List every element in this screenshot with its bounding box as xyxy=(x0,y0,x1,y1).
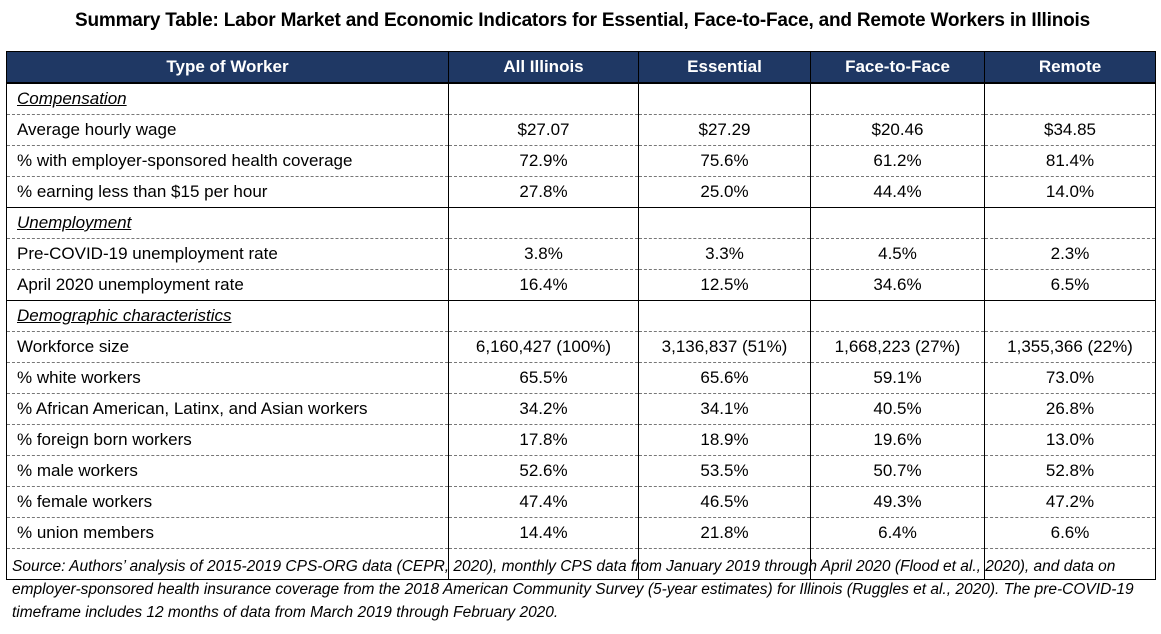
header-essential: Essential xyxy=(638,51,811,84)
table-row: % earning less than $15 per hour 27.8% 2… xyxy=(6,176,1156,208)
cell-remote: 6.5% xyxy=(984,269,1156,301)
header-row: Type of Worker All Illinois Essential Fa… xyxy=(6,51,1156,84)
cell-essential: 3,136,837 (51%) xyxy=(638,331,811,363)
cell-essential: 53.5% xyxy=(638,455,811,487)
cell-remote: 52.8% xyxy=(984,455,1156,487)
cell-face-to-face: $20.46 xyxy=(810,114,985,146)
cell-essential: 12.5% xyxy=(638,269,811,301)
section-label: Demographic characteristics xyxy=(6,300,449,332)
summary-table: Type of Worker All Illinois Essential Fa… xyxy=(6,51,1156,580)
cell-essential: 65.6% xyxy=(638,362,811,394)
table-row: % African American, Latinx, and Asian wo… xyxy=(6,393,1156,425)
cell-remote: 14.0% xyxy=(984,176,1156,208)
cell-remote: 2.3% xyxy=(984,238,1156,270)
cell-all-illinois: 52.6% xyxy=(448,455,639,487)
table-row: % female workers 47.4% 46.5% 49.3% 47.2% xyxy=(6,486,1156,518)
cell-essential: 21.8% xyxy=(638,517,811,549)
cell-remote: 47.2% xyxy=(984,486,1156,518)
table-row xyxy=(6,548,1156,580)
cell-essential: 18.9% xyxy=(638,424,811,456)
cell-all-illinois: $27.07 xyxy=(448,114,639,146)
row-label: % white workers xyxy=(6,362,449,394)
cell-face-to-face: 49.3% xyxy=(810,486,985,518)
cell-remote: $34.85 xyxy=(984,114,1156,146)
cell-essential: 25.0% xyxy=(638,176,811,208)
cell-face-to-face: 44.4% xyxy=(810,176,985,208)
cell-all-illinois: 47.4% xyxy=(448,486,639,518)
cell-remote: 73.0% xyxy=(984,362,1156,394)
cell-remote: 6.6% xyxy=(984,517,1156,549)
section-row-unemployment: Unemployment xyxy=(6,207,1156,239)
table-row: % white workers 65.5% 65.6% 59.1% 73.0% xyxy=(6,362,1156,394)
cell-all-illinois: 16.4% xyxy=(448,269,639,301)
cell-remote: 1,355,366 (22%) xyxy=(984,331,1156,363)
section-label: Compensation xyxy=(6,82,449,115)
header-face-to-face: Face-to-Face xyxy=(810,51,985,84)
row-label: % union members xyxy=(6,517,449,549)
cell-face-to-face: 40.5% xyxy=(810,393,985,425)
row-label: % foreign born workers xyxy=(6,424,449,456)
cell-face-to-face: 6.4% xyxy=(810,517,985,549)
table-row: Pre-COVID-19 unemployment rate 3.8% 3.3%… xyxy=(6,238,1156,270)
source-note: Source: Authors’ analysis of 2015-2019 C… xyxy=(12,558,1134,621)
header-all-illinois: All Illinois xyxy=(448,51,639,84)
row-label: Workforce size xyxy=(6,331,449,363)
table-row: Average hourly wage $27.07 $27.29 $20.46… xyxy=(6,114,1156,146)
cell-all-illinois: 14.4% xyxy=(448,517,639,549)
cell-remote: 13.0% xyxy=(984,424,1156,456)
cell-face-to-face: 19.6% xyxy=(810,424,985,456)
cell-all-illinois: 17.8% xyxy=(448,424,639,456)
header-remote: Remote xyxy=(984,51,1156,84)
cell-remote xyxy=(984,548,1156,580)
table-row: % union members 14.4% 21.8% 6.4% 6.6% xyxy=(6,517,1156,549)
table-row: % with employer-sponsored health coverag… xyxy=(6,145,1156,177)
cell-face-to-face: 61.2% xyxy=(810,145,985,177)
cell-essential: 75.6% xyxy=(638,145,811,177)
cell-all-illinois: 72.9% xyxy=(448,145,639,177)
table-row: April 2020 unemployment rate 16.4% 12.5%… xyxy=(6,269,1156,301)
cell-all-illinois: 6,160,427 (100%) xyxy=(448,331,639,363)
row-label: % earning less than $15 per hour xyxy=(6,176,449,208)
cell-all-illinois: 27.8% xyxy=(448,176,639,208)
cell-face-to-face: 59.1% xyxy=(810,362,985,394)
cell-face-to-face: 34.6% xyxy=(810,269,985,301)
cell-face-to-face: 4.5% xyxy=(810,238,985,270)
row-label xyxy=(6,548,449,580)
cell-essential: 34.1% xyxy=(638,393,811,425)
header-type-of-worker: Type of Worker xyxy=(6,51,449,84)
section-label: Unemployment xyxy=(6,207,449,239)
cell-face-to-face: 1,668,223 (27%) xyxy=(810,331,985,363)
section-row-demographics: Demographic characteristics xyxy=(6,300,1156,332)
row-label: April 2020 unemployment rate xyxy=(6,269,449,301)
cell-all-illinois: 34.2% xyxy=(448,393,639,425)
row-label: % male workers xyxy=(6,455,449,487)
table-row: Workforce size 6,160,427 (100%) 3,136,83… xyxy=(6,331,1156,363)
cell-all-illinois: 3.8% xyxy=(448,238,639,270)
row-label: % African American, Latinx, and Asian wo… xyxy=(6,393,449,425)
row-label: Average hourly wage xyxy=(6,114,449,146)
section-row-compensation: Compensation xyxy=(6,82,1156,115)
row-label: % female workers xyxy=(6,486,449,518)
table-row: % male workers 52.6% 53.5% 50.7% 52.8% xyxy=(6,455,1156,487)
cell-essential: 46.5% xyxy=(638,486,811,518)
cell-essential: 3.3% xyxy=(638,238,811,270)
cell-face-to-face xyxy=(810,548,985,580)
cell-face-to-face: 50.7% xyxy=(810,455,985,487)
cell-remote: 81.4% xyxy=(984,145,1156,177)
table-row: % foreign born workers 17.8% 18.9% 19.6%… xyxy=(6,424,1156,456)
cell-all-illinois: 65.5% xyxy=(448,362,639,394)
cell-essential: $27.29 xyxy=(638,114,811,146)
cell-all-illinois xyxy=(448,548,639,580)
cell-remote: 26.8% xyxy=(984,393,1156,425)
table-title: Summary Table: Labor Market and Economic… xyxy=(75,10,1090,31)
cell-essential xyxy=(638,548,811,580)
row-label: Pre-COVID-19 unemployment rate xyxy=(6,238,449,270)
row-label: % with employer-sponsored health coverag… xyxy=(6,145,449,177)
